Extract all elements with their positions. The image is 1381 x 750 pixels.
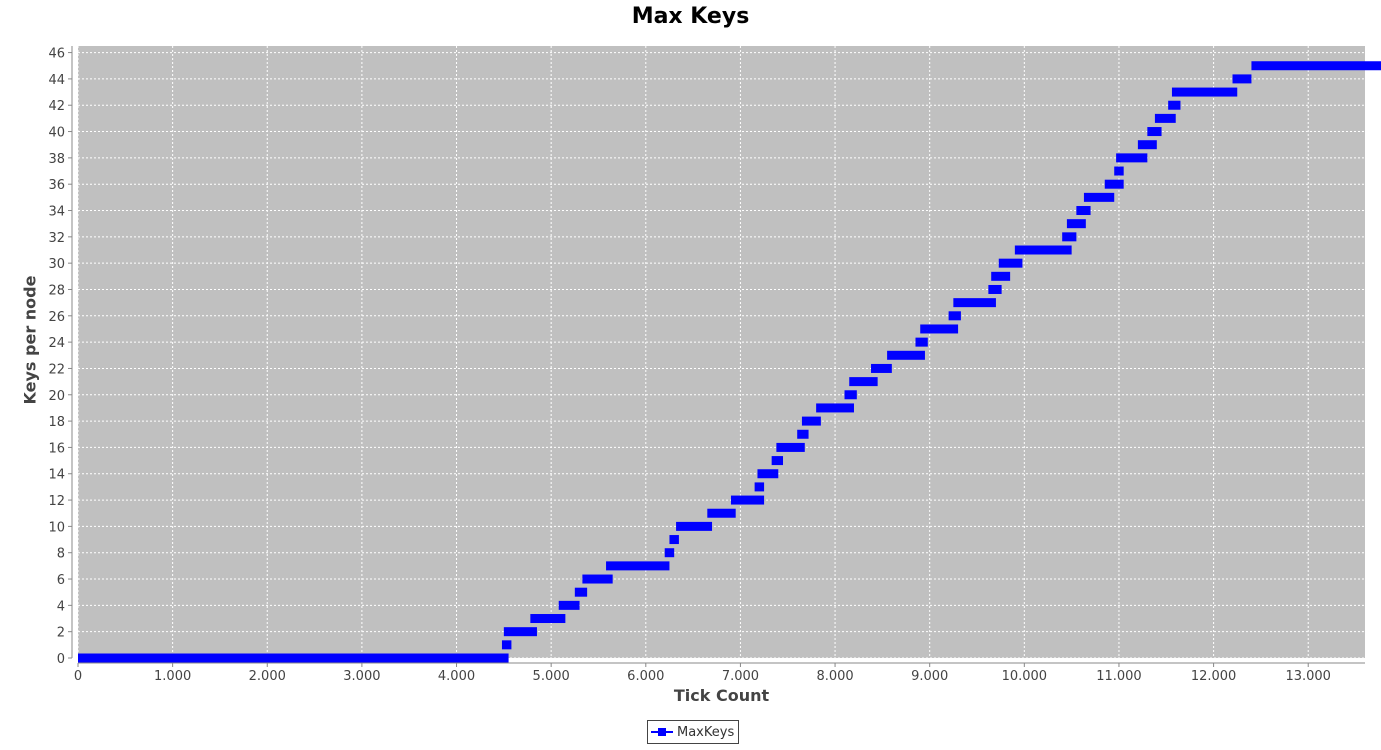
chart-title: Max Keys bbox=[631, 4, 750, 29]
step-marker bbox=[1232, 74, 1252, 84]
y-tick-label: 0 bbox=[57, 652, 65, 667]
legend-label: MaxKeys bbox=[677, 724, 735, 740]
x-tick-label: 1.000 bbox=[154, 669, 191, 684]
grid-lines bbox=[77, 46, 1365, 659]
step-marker bbox=[676, 521, 713, 531]
step-marker bbox=[920, 324, 959, 334]
step-marker bbox=[1154, 113, 1176, 123]
x-tick-label: 6.000 bbox=[627, 669, 664, 684]
y-tick-label: 10 bbox=[48, 520, 65, 535]
step-marker bbox=[757, 469, 779, 479]
x-tick-label: 4.000 bbox=[438, 669, 475, 684]
y-tick-label: 18 bbox=[48, 415, 65, 430]
step-marker bbox=[1062, 232, 1077, 242]
step-marker bbox=[1014, 245, 1072, 255]
step-marker bbox=[771, 456, 784, 466]
step-marker bbox=[754, 482, 765, 492]
x-tick-label: 8.000 bbox=[816, 669, 853, 684]
step-marker bbox=[664, 548, 675, 558]
step-marker bbox=[988, 284, 1002, 294]
y-tick-label: 28 bbox=[48, 283, 65, 298]
step-marker bbox=[1066, 219, 1086, 229]
y-tick-label: 24 bbox=[48, 336, 65, 351]
x-tick-label: 3.000 bbox=[343, 669, 380, 684]
step-marker bbox=[1251, 61, 1381, 71]
step-marker bbox=[953, 298, 996, 308]
step-marker bbox=[998, 258, 1023, 268]
x-tick-label: 0 bbox=[74, 669, 82, 684]
y-tick-label: 16 bbox=[48, 441, 65, 456]
step-marker bbox=[797, 429, 809, 439]
step-marker bbox=[1104, 179, 1124, 189]
step-marker bbox=[1083, 192, 1115, 202]
y-tick-label: 6 bbox=[57, 573, 65, 588]
x-tick-label: 9.000 bbox=[911, 669, 948, 684]
step-marker bbox=[1116, 153, 1148, 163]
step-marker bbox=[501, 640, 512, 650]
plot-area bbox=[78, 46, 1365, 658]
x-tick-label: 11.000 bbox=[1096, 669, 1142, 684]
x-axis-label: Tick Count bbox=[673, 686, 770, 705]
y-tick-label: 34 bbox=[48, 205, 65, 220]
x-tick-label: 2.000 bbox=[249, 669, 286, 684]
y-tick-label: 22 bbox=[48, 362, 65, 377]
step-marker bbox=[776, 442, 805, 452]
y-tick-label: 12 bbox=[48, 494, 65, 509]
step-marker bbox=[991, 271, 1011, 281]
y-tick-label: 20 bbox=[48, 389, 65, 404]
step-marker bbox=[582, 574, 613, 584]
step-marker bbox=[669, 535, 679, 545]
y-tick-label: 14 bbox=[48, 468, 65, 483]
step-marker bbox=[887, 350, 925, 360]
series-maxkeys bbox=[78, 61, 1381, 663]
y-tick-label: 36 bbox=[48, 178, 65, 193]
y-axis-label: Keys per node bbox=[20, 275, 40, 405]
step-marker bbox=[1114, 166, 1124, 176]
y-tick-label: 38 bbox=[48, 152, 65, 167]
step-marker bbox=[1171, 87, 1238, 97]
y-tick-label: 8 bbox=[57, 547, 65, 562]
step-marker bbox=[503, 627, 537, 637]
step-marker bbox=[1137, 140, 1157, 150]
step-marker bbox=[801, 416, 821, 426]
y-tick-label: 44 bbox=[48, 73, 65, 88]
legend: MaxKeys bbox=[647, 720, 740, 744]
step-marker bbox=[915, 337, 928, 347]
step-marker bbox=[1147, 127, 1162, 137]
step-marker bbox=[816, 403, 854, 413]
step-marker bbox=[871, 363, 892, 373]
step-marker bbox=[730, 495, 765, 505]
y-tick-label: 46 bbox=[48, 47, 65, 62]
step-marker bbox=[1168, 100, 1181, 110]
step-marker bbox=[78, 653, 509, 663]
y-tick-label: 30 bbox=[48, 257, 65, 272]
x-tick-label: 5.000 bbox=[533, 669, 570, 684]
step-marker bbox=[574, 587, 588, 597]
step-marker bbox=[558, 600, 580, 610]
x-tick-label: 7.000 bbox=[722, 669, 759, 684]
tick-labels: 0 1.000 2.000 3.000 4.000 5.000 6.000 7.000 8.00… bbox=[48, 47, 1331, 684]
x-tick-label: 13.000 bbox=[1285, 669, 1331, 684]
step-marker bbox=[606, 561, 670, 571]
x-tick-label: 10.000 bbox=[1002, 669, 1048, 684]
legend-swatch bbox=[651, 726, 673, 738]
y-tick-label: 32 bbox=[48, 231, 65, 246]
step-marker bbox=[707, 508, 736, 518]
y-tick-label: 42 bbox=[48, 99, 65, 114]
y-tick-label: 4 bbox=[57, 599, 65, 614]
axes bbox=[68, 46, 1365, 667]
step-marker bbox=[530, 614, 566, 624]
y-tick-label: 26 bbox=[48, 310, 65, 325]
step-marker bbox=[849, 377, 878, 387]
y-tick-label: 2 bbox=[57, 626, 65, 641]
y-tick-label: 40 bbox=[48, 126, 65, 141]
x-tick-label: 12.000 bbox=[1191, 669, 1237, 684]
step-marker bbox=[844, 390, 857, 400]
step-marker bbox=[1076, 206, 1091, 216]
step-marker bbox=[948, 311, 961, 321]
